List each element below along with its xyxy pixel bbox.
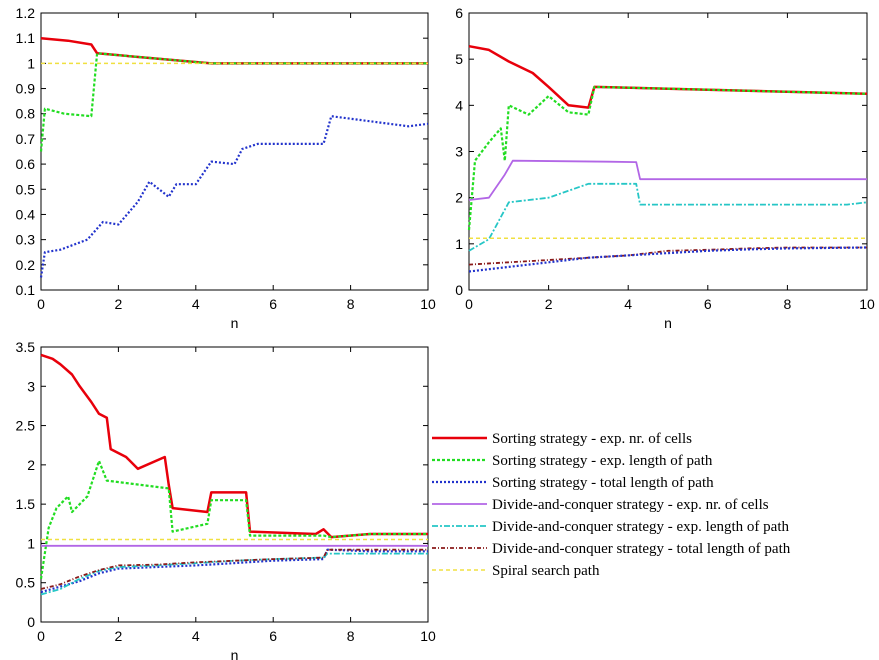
legend-label-sort_total: Sorting strategy - total length of path bbox=[492, 475, 714, 491]
plot-bottom-left: 0 2 4 6 8 10 0 0.5 1 1.5 2 2.5 3 3.5 n bbox=[16, 339, 436, 660]
x-tick-label: 10 bbox=[420, 628, 436, 644]
y-tick-label: 1 bbox=[27, 535, 35, 551]
series-line-sort_total bbox=[468, 246, 868, 273]
y-tick-label: 0.9 bbox=[16, 81, 36, 97]
plot-frame bbox=[468, 12, 868, 291]
series-line-dc_cells bbox=[468, 159, 867, 201]
legend-label-dc_cells: Divide-and-conquer strategy - exp. nr. o… bbox=[492, 497, 769, 513]
x-tick-label: 0 bbox=[465, 296, 473, 312]
y-tick-label: 3 bbox=[455, 144, 463, 160]
x-axis-label: n bbox=[664, 315, 672, 331]
y-tick-label: 0.1 bbox=[16, 282, 36, 298]
y-tick-label: 1 bbox=[455, 236, 463, 252]
y-tick-label: 2 bbox=[455, 190, 463, 206]
x-tick-label: 4 bbox=[624, 296, 632, 312]
x-tick-label: 0 bbox=[37, 628, 45, 644]
y-tick-label: 1.2 bbox=[16, 5, 36, 21]
x-axis-label: n bbox=[231, 315, 239, 331]
x-tick-label: 4 bbox=[192, 296, 200, 312]
series-line-sort_len bbox=[467, 85, 868, 231]
y-tick-label: 0 bbox=[455, 282, 463, 298]
x-tick-label: 6 bbox=[704, 296, 712, 312]
y-tick-label: 0.5 bbox=[16, 575, 36, 591]
series-line-dc_total bbox=[40, 548, 428, 590]
legend: Sorting strategy - exp. nr. of cells Sort… bbox=[432, 431, 791, 579]
x-axis-label: n bbox=[231, 647, 239, 660]
x-tick-label: 10 bbox=[859, 296, 875, 312]
y-tick-label: 0.5 bbox=[16, 181, 36, 197]
x-tick-label: 2 bbox=[115, 296, 123, 312]
x-tick-label: 6 bbox=[269, 296, 277, 312]
series-line-sort_cells bbox=[40, 353, 428, 539]
y-tick-label: 0.3 bbox=[16, 232, 36, 248]
plot-top-left: 0 2 4 6 8 10 0.1 0.2 0.3 0.4 0.5 0.6 0.7 0.8 0.9 1 1.1 1.… bbox=[16, 5, 436, 331]
plot-frame bbox=[40, 12, 429, 291]
x-tick-label: 6 bbox=[269, 628, 277, 644]
y-tick-label: 0.6 bbox=[16, 156, 36, 172]
series-line-dc_total bbox=[468, 246, 867, 266]
x-tick-label: 2 bbox=[115, 628, 123, 644]
legend-label-sort_cells: Sorting strategy - exp. nr. of cells bbox=[492, 431, 692, 447]
y-tick-label: 0.7 bbox=[16, 131, 36, 147]
x-tick-label: 8 bbox=[347, 296, 355, 312]
y-tick-label: 2 bbox=[27, 457, 35, 473]
series-line-sort_total bbox=[39, 115, 429, 278]
y-tick-label: 1.1 bbox=[16, 30, 36, 46]
series-line-dc_len bbox=[40, 552, 428, 596]
y-tick-label: 1.5 bbox=[16, 496, 36, 512]
y-tick-label: 0.8 bbox=[16, 106, 36, 122]
legend-label-dc_len: Divide-and-conquer strategy - exp. lengt… bbox=[492, 519, 789, 535]
series-line-sort_total bbox=[40, 548, 428, 594]
legend-label-spiral: Spiral search path bbox=[492, 563, 600, 579]
y-tick-label: 0.2 bbox=[16, 257, 36, 273]
legend-label-sort_len: Sorting strategy - exp. length of path bbox=[492, 453, 713, 469]
y-tick-label: 5 bbox=[455, 51, 463, 67]
y-tick-label: 1 bbox=[27, 55, 35, 71]
series-line-sort_cells bbox=[468, 44, 868, 109]
y-tick-label: 3.5 bbox=[16, 339, 36, 355]
x-tick-label: 2 bbox=[545, 296, 553, 312]
y-tick-label: 6 bbox=[455, 5, 463, 21]
x-tick-label: 4 bbox=[192, 628, 200, 644]
legend-label-dc_total: Divide-and-conquer strategy - total leng… bbox=[492, 541, 791, 557]
x-tick-label: 10 bbox=[420, 296, 436, 312]
y-tick-label: 2.5 bbox=[16, 418, 36, 434]
x-tick-label: 8 bbox=[347, 628, 355, 644]
x-tick-label: 8 bbox=[784, 296, 792, 312]
series-line-sort_len bbox=[39, 459, 428, 579]
plot-frame bbox=[40, 346, 429, 623]
plot-top-right: 0 2 4 6 8 10 0 1 2 3 4 5 6 n bbox=[455, 5, 875, 331]
y-tick-label: 4 bbox=[455, 97, 463, 113]
series-line-dc_len bbox=[468, 182, 868, 252]
y-tick-label: 0 bbox=[27, 614, 35, 630]
y-tick-label: 0.4 bbox=[16, 206, 36, 222]
x-tick-label: 0 bbox=[37, 296, 45, 312]
y-tick-label: 3 bbox=[27, 378, 35, 394]
